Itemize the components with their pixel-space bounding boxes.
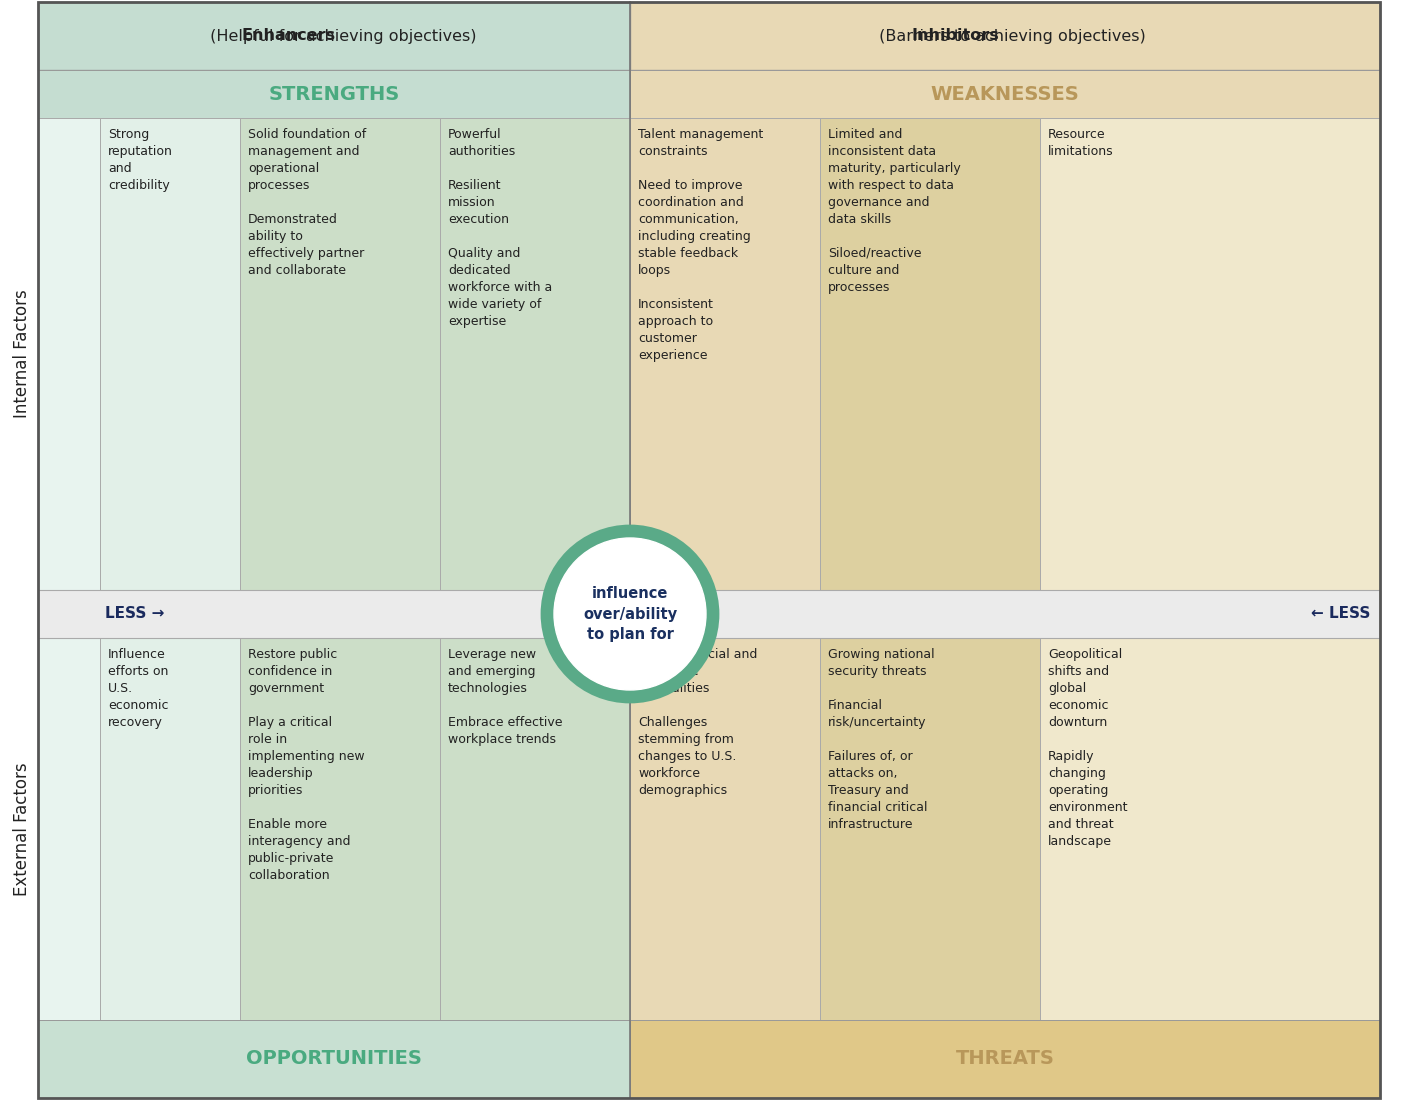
Bar bbox=[38, 1020, 630, 1098]
Text: Enhancers: Enhancers bbox=[242, 29, 336, 43]
Text: STRENGTHS: STRENGTHS bbox=[269, 85, 399, 104]
Text: External Factors: External Factors bbox=[13, 763, 31, 896]
Bar bbox=[440, 638, 630, 1020]
Bar bbox=[440, 118, 630, 590]
Bar bbox=[99, 638, 240, 1020]
Bar bbox=[1040, 638, 1380, 1020]
Bar bbox=[630, 1020, 1380, 1098]
Text: Geopolitical
shifts and
global
economic
downturn

Rapidly
changing
operating
env: Geopolitical shifts and global economic … bbox=[1048, 648, 1128, 849]
Text: Inhibitors: Inhibitors bbox=[911, 29, 999, 43]
Text: Powerful
authorities

Resilient
mission
execution

Quality and
dedicated
workfor: Powerful authorities Resilient mission e… bbox=[448, 128, 552, 328]
Text: influence
over/ability
to plan for: influence over/ability to plan for bbox=[583, 585, 677, 642]
Bar bbox=[38, 590, 1380, 638]
Text: LESS →: LESS → bbox=[105, 606, 164, 622]
Text: Solid foundation of
management and
operational
processes

Demonstrated
ability t: Solid foundation of management and opera… bbox=[248, 128, 366, 277]
Text: ← LESS: ← LESS bbox=[1310, 606, 1370, 622]
Text: THREATS: THREATS bbox=[955, 1049, 1055, 1069]
Circle shape bbox=[553, 538, 706, 690]
Bar bbox=[630, 2, 1380, 71]
Text: Growing social and
economic
inequalities

Challenges
stemming from
changes to U.: Growing social and economic inequalities… bbox=[637, 648, 758, 797]
Text: Talent management
constraints

Need to improve
coordination and
communication,
i: Talent management constraints Need to im… bbox=[637, 128, 764, 361]
Text: Leverage new
and emerging
technologies

Embrace effective
workplace trends: Leverage new and emerging technologies E… bbox=[448, 648, 562, 746]
Bar bbox=[38, 118, 99, 590]
Text: Growing national
security threats

Financial
risk/uncertainty

Failures of, or
a: Growing national security threats Financ… bbox=[828, 648, 934, 831]
Text: (Barriers to achieving objectives): (Barriers to achieving objectives) bbox=[874, 29, 1146, 43]
Bar bbox=[1040, 118, 1380, 590]
Bar bbox=[240, 118, 440, 590]
Text: OPPORTUNITIES: OPPORTUNITIES bbox=[247, 1049, 422, 1069]
Text: Strong
reputation
and
credibility: Strong reputation and credibility bbox=[108, 128, 172, 192]
Text: Limited and
inconsistent data
maturity, particularly
with respect to data
govern: Limited and inconsistent data maturity, … bbox=[828, 128, 961, 294]
Bar bbox=[630, 71, 1380, 118]
Circle shape bbox=[542, 526, 717, 702]
Bar bbox=[820, 118, 1040, 590]
Text: Internal Factors: Internal Factors bbox=[13, 290, 31, 419]
Text: Resource
limitations: Resource limitations bbox=[1048, 128, 1114, 158]
Bar bbox=[99, 118, 240, 590]
Text: Restore public
confidence in
government

Play a critical
role in
implementing ne: Restore public confidence in government … bbox=[248, 648, 364, 882]
Bar bbox=[38, 638, 99, 1020]
Bar bbox=[38, 71, 630, 118]
Bar bbox=[38, 2, 630, 71]
Text: ← MORE: ← MORE bbox=[542, 606, 609, 622]
Text: Influence
efforts on
U.S.
economic
recovery: Influence efforts on U.S. economic recov… bbox=[108, 648, 168, 730]
Text: WEAKNESSES: WEAKNESSES bbox=[930, 85, 1079, 104]
Bar bbox=[630, 638, 820, 1020]
Text: MORE →: MORE → bbox=[650, 606, 719, 622]
Bar bbox=[240, 638, 440, 1020]
Bar bbox=[820, 638, 1040, 1020]
Text: (Helpful for achieving objectives): (Helpful for achieving objectives) bbox=[206, 29, 476, 43]
Bar bbox=[630, 118, 820, 590]
